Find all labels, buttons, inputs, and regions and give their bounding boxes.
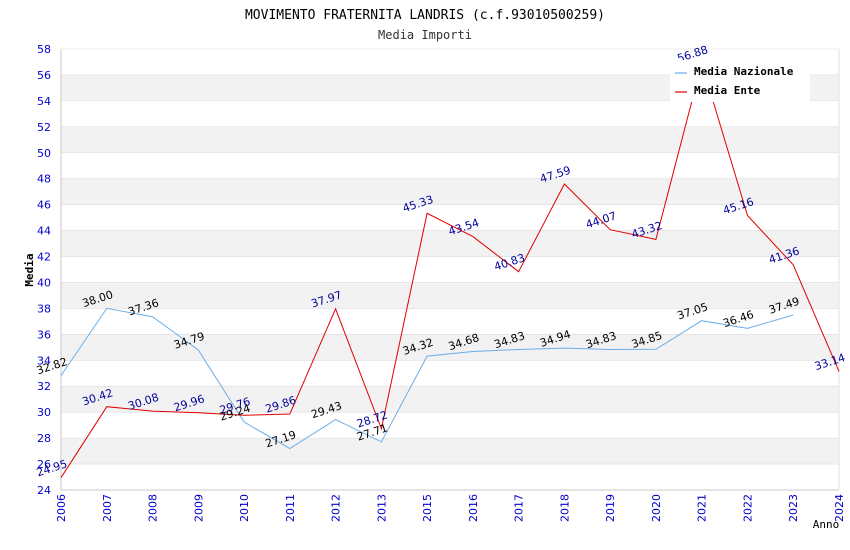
x-tick-label: 2020 — [650, 494, 663, 522]
grid-band — [61, 126, 839, 153]
y-tick-label: 52 — [37, 121, 51, 134]
x-tick-label: 2012 — [330, 494, 343, 522]
grid-band — [61, 386, 839, 413]
x-tick-label: 2010 — [238, 494, 251, 522]
x-tick-label: 2021 — [696, 494, 709, 522]
y-tick-label: 58 — [37, 43, 51, 56]
x-tick-label: 2018 — [558, 494, 571, 522]
y-tick-label: 46 — [37, 199, 51, 212]
series-line-media-ente — [60, 61, 840, 478]
chart-subtitle: Media Importi — [378, 28, 472, 42]
grid-band — [61, 334, 839, 361]
x-tick-label: 2015 — [421, 494, 434, 522]
y-tick-label: 40 — [37, 276, 51, 289]
grid-band — [61, 438, 839, 465]
y-tick-label: 50 — [37, 147, 51, 160]
x-tick-label: 2013 — [375, 494, 388, 522]
x-tick-label: 2009 — [192, 494, 205, 522]
x-tick-label: 2024 — [833, 494, 846, 522]
x-tick-label: 2011 — [284, 494, 297, 522]
legend: Media Nazionale Media Ente — [670, 60, 810, 102]
grid-band — [61, 282, 839, 309]
y-tick-label: 24 — [37, 484, 51, 497]
legend-label-media-nazionale: Media Nazionale — [694, 65, 794, 78]
series-lines — [60, 61, 840, 478]
y-tick-label: 34 — [37, 354, 51, 367]
x-tick-label: 2022 — [741, 494, 754, 522]
y-tick-label: 54 — [37, 95, 51, 108]
y-tick-label: 42 — [37, 251, 51, 264]
x-tick-label: 2019 — [604, 494, 617, 522]
legend-background — [670, 60, 810, 102]
y-tick-label: 28 — [37, 432, 51, 445]
y-axis-label: Media — [23, 253, 36, 286]
grid-band — [61, 230, 839, 257]
x-tick-label: 2006 — [55, 494, 68, 522]
gridlines — [61, 48, 839, 491]
y-tick-label: 36 — [37, 328, 51, 341]
chart-title: MOVIMENTO FRATERNITA LANDRIS (c.f.930105… — [245, 8, 605, 23]
grid-bands — [61, 74, 839, 465]
x-tick-labels: 2006 2007 2008 2009 2010 2011 2012 2013 2015 2016… — [55, 494, 846, 522]
data-label-media-ente: 44.07 — [584, 209, 618, 231]
legend-label-media-ente: Media Ente — [694, 84, 761, 97]
y-tick-label: 48 — [37, 173, 51, 186]
x-axis-label: Anno — [813, 518, 840, 531]
x-tick-label: 2008 — [147, 494, 160, 522]
y-tick-label: 32 — [37, 380, 51, 393]
x-tick-label: 2023 — [787, 494, 800, 522]
y-tick-label: 30 — [37, 406, 51, 419]
y-tick-label: 56 — [37, 69, 51, 82]
y-tick-label: 26 — [37, 458, 51, 471]
x-tick-label: 2016 — [467, 494, 480, 522]
series-line-media-nazionale — [60, 307, 794, 450]
grid-band — [61, 178, 839, 205]
x-tick-label: 2007 — [101, 494, 114, 522]
y-tick-labels: 24 26 28 30 32 34 36 38 40 42 44 46 48 50 52 54 56 58 — [37, 43, 51, 497]
axes — [60, 49, 840, 491]
y-tick-label: 44 — [37, 225, 51, 238]
y-tick-label: 38 — [37, 302, 51, 315]
x-tick-label: 2017 — [513, 494, 526, 522]
